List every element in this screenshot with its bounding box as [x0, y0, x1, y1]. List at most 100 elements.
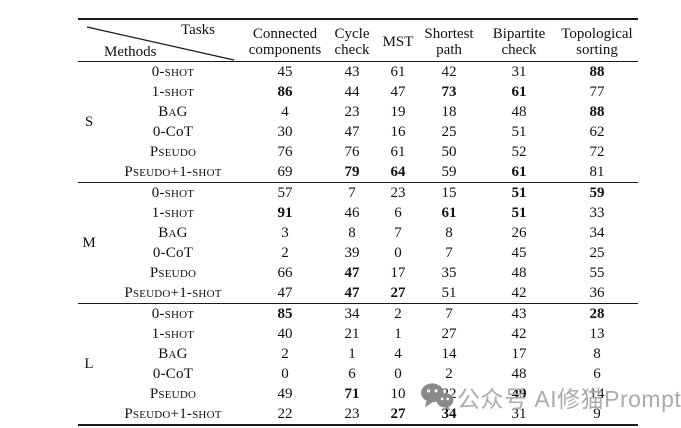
cell-l-1-shot-connected-components: 40: [277, 326, 293, 342]
method-label-pseudo: Pseudo: [149, 386, 197, 402]
cell-m-1-shot-connected-components: 91: [277, 205, 293, 221]
cell-s-0-cot-topological-sorting: 62: [589, 124, 605, 140]
method-label-pseudo: Pseudo: [149, 265, 197, 281]
cell-l-0-cot-bipartite-check: 48: [511, 366, 527, 382]
method-label-bag: BaG: [158, 104, 188, 120]
cell-s-1-shot-connected-components: 86: [277, 84, 293, 100]
cell-s-pseudo-1-shot-bipartite-check: 61: [511, 164, 527, 180]
cell-l-pseudo-mst: 10: [390, 386, 406, 402]
cell-s-pseudo-cycle-check: 76: [344, 144, 360, 160]
cell-l-pseudo-shortest-path: 22: [441, 386, 457, 402]
group-block-l: L 0-shot 85 34 2 7 43 28 1-shot 40 21 1 27 42 13 BaG 2 1 4…: [78, 304, 638, 426]
method-label-0-shot: 0-shot: [151, 306, 195, 322]
cell-s-1-shot-cycle-check: 44: [344, 84, 360, 100]
cell-s-pseudo-bipartite-check: 52: [511, 144, 527, 160]
cell-s-0-shot-connected-components: 45: [277, 64, 293, 80]
cell-m-pseudo-cycle-check: 47: [344, 265, 360, 281]
cell-s-bag-bipartite-check: 48: [511, 104, 527, 120]
column-header-bipartite-check: Bipartite check: [492, 25, 546, 59]
group-block-s: S 0-shot 45 43 61 42 31 88 1-shot 86 44 47 73 61 77 BaG…: [78, 62, 638, 183]
cell-m-bag-connected-components: 3: [281, 225, 289, 241]
method-label-0-cot: 0-CoT: [152, 124, 194, 140]
cell-l-0-shot-shortest-path: 7: [445, 306, 453, 322]
cell-s-pseudo-1-shot-cycle-check: 79: [344, 164, 360, 180]
cell-s-pseudo-1-shot-connected-components: 69: [277, 164, 293, 180]
cell-s-0-shot-mst: 61: [390, 64, 406, 80]
cell-m-1-shot-cycle-check: 46: [344, 205, 360, 221]
cell-s-0-shot-bipartite-check: 31: [511, 64, 527, 80]
method-label-bag: BaG: [158, 225, 188, 241]
table-body: S 0-shot 45 43 61 42 31 88 1-shot 86 44 47 73 61 77 BaG…: [78, 62, 638, 426]
column-header-mst: MST: [382, 33, 414, 50]
cell-m-pseudo-1-shot-cycle-check: 47: [344, 285, 360, 301]
cell-l-bag-shortest-path: 14: [441, 346, 457, 362]
cell-m-0-shot-cycle-check: 7: [348, 185, 356, 201]
cell-l-0-cot-connected-components: 0: [281, 366, 289, 382]
method-label-1-shot: 1-shot: [151, 326, 195, 342]
cell-s-bag-connected-components: 4: [281, 104, 289, 120]
group-label-l: L: [84, 355, 94, 372]
cell-s-pseudo-1-shot-topological-sorting: 81: [589, 164, 605, 180]
method-label-1-shot: 1-shot: [151, 84, 195, 100]
cell-s-0-cot-connected-components: 30: [277, 124, 293, 140]
cell-l-1-shot-bipartite-check: 42: [511, 326, 527, 342]
cell-m-pseudo-1-shot-bipartite-check: 42: [511, 285, 527, 301]
cell-s-0-shot-topological-sorting: 88: [589, 64, 605, 80]
cell-s-0-cot-shortest-path: 25: [441, 124, 457, 140]
cell-m-bag-shortest-path: 8: [445, 225, 453, 241]
cell-s-pseudo-topological-sorting: 72: [589, 144, 605, 160]
cell-m-0-shot-connected-components: 57: [277, 185, 293, 201]
cell-l-bag-cycle-check: 1: [348, 346, 356, 362]
column-header-cycle-check: Cycle check: [334, 25, 370, 59]
cell-l-0-shot-connected-components: 85: [277, 306, 293, 322]
cell-m-0-cot-bipartite-check: 45: [511, 245, 527, 261]
cell-m-pseudo-connected-components: 66: [277, 265, 293, 281]
cell-m-bag-bipartite-check: 26: [511, 225, 527, 241]
method-label-pseudo-1-shot: Pseudo+1-shot: [124, 406, 222, 422]
cell-l-pseudo-cycle-check: 71: [344, 386, 360, 402]
cell-s-bag-mst: 19: [390, 104, 406, 120]
cell-m-pseudo-1-shot-shortest-path: 51: [441, 285, 457, 301]
column-header-connected-components: Connected components: [248, 25, 322, 59]
cell-s-0-cot-mst: 16: [390, 124, 406, 140]
cell-m-1-shot-shortest-path: 61: [441, 205, 457, 221]
cell-m-0-shot-bipartite-check: 51: [511, 185, 527, 201]
cell-m-pseudo-1-shot-mst: 27: [390, 285, 406, 301]
cell-l-0-cot-shortest-path: 2: [445, 366, 453, 382]
cell-l-1-shot-shortest-path: 27: [441, 326, 457, 342]
cell-m-pseudo-mst: 17: [390, 265, 406, 281]
method-label-bag: BaG: [158, 346, 188, 362]
cell-s-bag-topological-sorting: 88: [589, 104, 605, 120]
cell-l-0-shot-cycle-check: 34: [344, 306, 360, 322]
cell-s-bag-shortest-path: 18: [441, 104, 457, 120]
cell-s-pseudo-mst: 61: [390, 144, 406, 160]
corner-cell: Tasks Methods: [78, 20, 246, 64]
method-label-0-cot: 0-CoT: [152, 245, 194, 261]
table-header: Tasks Methods Connected components Cycle ch…: [78, 18, 638, 62]
corner-tasks-label: Tasks: [181, 22, 215, 38]
cell-m-pseudo-1-shot-connected-components: 47: [277, 285, 293, 301]
cell-s-0-shot-shortest-path: 42: [441, 64, 457, 80]
cell-m-0-cot-cycle-check: 39: [344, 245, 360, 261]
group-label-s: S: [84, 113, 94, 130]
column-header-shortest-path: Shortest path: [424, 25, 474, 59]
cell-l-pseudo-connected-components: 49: [277, 386, 293, 402]
cell-m-0-cot-shortest-path: 7: [445, 245, 453, 261]
cell-l-0-cot-cycle-check: 6: [348, 366, 356, 382]
cell-m-1-shot-topological-sorting: 33: [589, 205, 605, 221]
cell-l-0-shot-topological-sorting: 28: [589, 306, 605, 322]
method-label-pseudo-1-shot: Pseudo+1-shot: [124, 164, 222, 180]
cell-m-bag-mst: 7: [394, 225, 402, 241]
method-label-0-shot: 0-shot: [151, 185, 195, 201]
cell-m-1-shot-bipartite-check: 51: [511, 205, 527, 221]
cell-l-pseudo-1-shot-connected-components: 22: [277, 406, 293, 422]
cell-m-bag-cycle-check: 8: [348, 225, 356, 241]
group-block-m: M 0-shot 57 7 23 15 51 59 1-shot 91 46 6 61 51 33 BaG 3 8…: [78, 183, 638, 304]
column-header-topological-sorting: Topological sorting: [561, 25, 633, 59]
cell-m-0-cot-topological-sorting: 25: [589, 245, 605, 261]
cell-m-pseudo-topological-sorting: 55: [589, 265, 605, 281]
cell-l-pseudo-topological-sorting: 14: [589, 386, 605, 402]
cell-s-pseudo-1-shot-mst: 64: [390, 164, 406, 180]
cell-s-bag-cycle-check: 23: [344, 104, 360, 120]
method-label-0-cot: 0-CoT: [152, 366, 194, 382]
